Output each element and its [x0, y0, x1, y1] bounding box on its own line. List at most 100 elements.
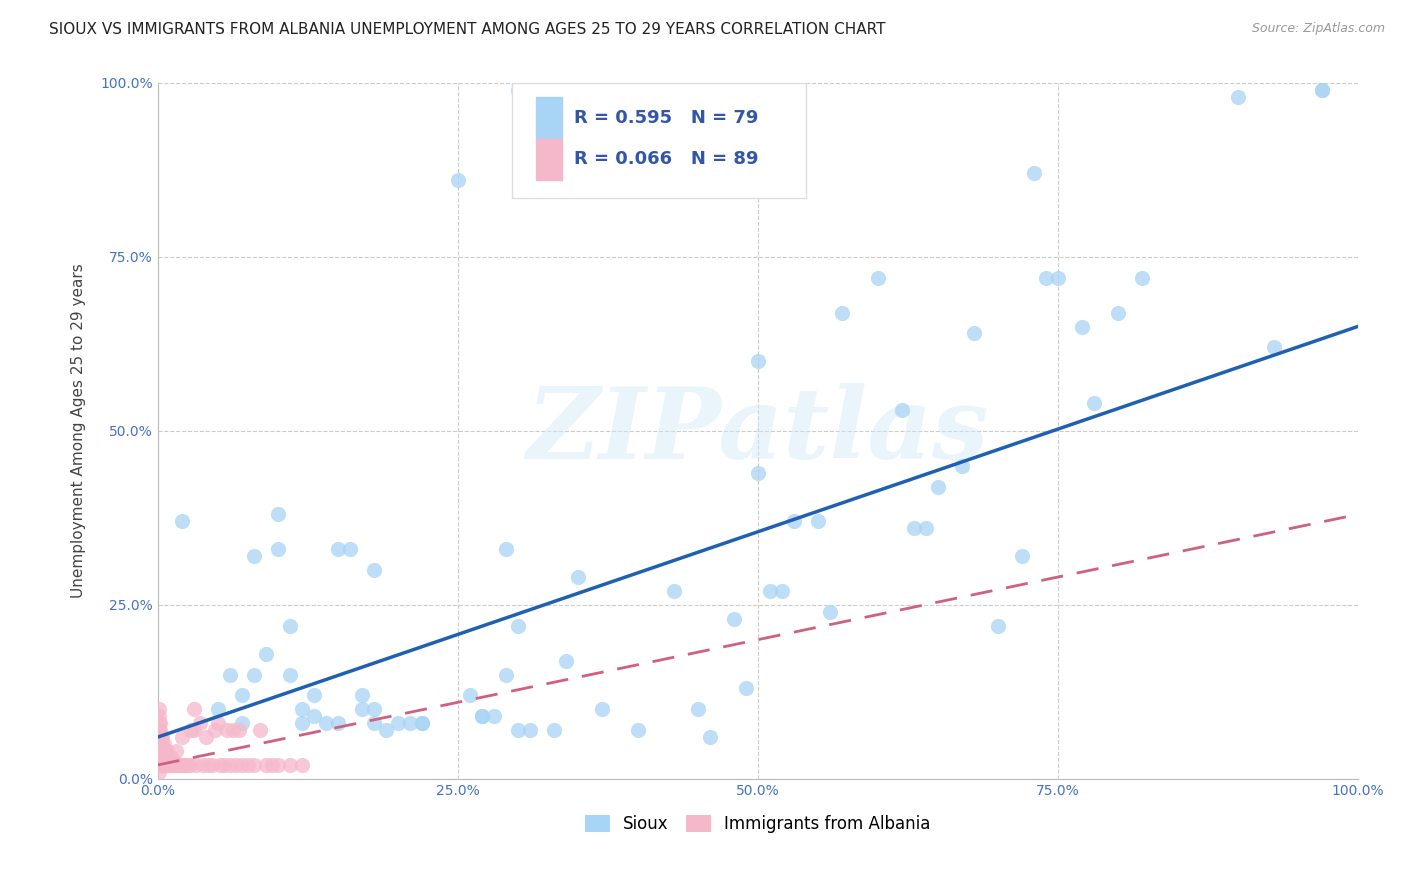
Point: [278, 758, 301, 772]
Point: [207, 702, 229, 716]
Point: [495, 667, 517, 681]
Point: [747, 466, 769, 480]
Point: [148, 716, 170, 731]
Point: [1011, 549, 1033, 564]
Point: [339, 542, 361, 557]
Point: [326, 716, 349, 731]
Point: [152, 730, 174, 744]
Point: [208, 758, 231, 772]
Point: [866, 270, 889, 285]
Point: [149, 730, 172, 744]
Point: [183, 723, 205, 738]
Point: [374, 723, 396, 738]
Point: [903, 521, 925, 535]
Point: [150, 751, 173, 765]
Point: [212, 758, 235, 772]
Point: [153, 758, 176, 772]
Point: [159, 751, 181, 765]
Point: [166, 758, 188, 772]
Point: [152, 737, 174, 751]
Point: [173, 758, 195, 772]
Point: [1310, 83, 1333, 97]
Point: [169, 758, 191, 772]
Point: [222, 723, 245, 738]
Point: [543, 723, 565, 738]
Point: [149, 716, 172, 731]
Point: [148, 737, 170, 751]
Point: [148, 751, 170, 765]
Point: [506, 619, 529, 633]
Point: [254, 647, 277, 661]
Point: [180, 723, 202, 738]
Point: [747, 354, 769, 368]
Point: [554, 654, 576, 668]
Point: [627, 723, 650, 738]
Point: [231, 716, 253, 731]
Point: [183, 702, 205, 716]
Point: [193, 758, 215, 772]
Point: [231, 689, 253, 703]
Point: [156, 758, 179, 772]
Point: [249, 723, 271, 738]
Point: [770, 584, 793, 599]
Legend: Sioux, Immigrants from Albania: Sioux, Immigrants from Albania: [585, 815, 931, 833]
Point: [159, 751, 181, 765]
Text: R = 0.066   N = 89: R = 0.066 N = 89: [574, 151, 758, 169]
Point: [188, 716, 211, 731]
Point: [446, 173, 468, 187]
Text: SIOUX VS IMMIGRANTS FROM ALBANIA UNEMPLOYMENT AMONG AGES 25 TO 29 YEARS CORRELAT: SIOUX VS IMMIGRANTS FROM ALBANIA UNEMPLO…: [49, 22, 886, 37]
Point: [1107, 305, 1129, 319]
Point: [506, 723, 529, 738]
Point: [160, 758, 183, 772]
Point: [291, 758, 314, 772]
Point: [179, 758, 201, 772]
Point: [159, 758, 181, 772]
Point: [148, 730, 170, 744]
Point: [150, 737, 173, 751]
Point: [723, 612, 745, 626]
Point: [266, 758, 288, 772]
Y-axis label: Unemployment Among Ages 25 to 29 years: Unemployment Among Ages 25 to 29 years: [72, 263, 86, 599]
Point: [242, 667, 264, 681]
Point: [152, 751, 174, 765]
Point: [152, 758, 174, 772]
Point: [1046, 270, 1069, 285]
Point: [152, 744, 174, 758]
Point: [157, 758, 180, 772]
Point: [204, 723, 226, 738]
Point: [758, 584, 780, 599]
Point: [153, 744, 176, 758]
Point: [495, 542, 517, 557]
Point: [807, 515, 830, 529]
Point: [148, 764, 170, 779]
Point: [194, 730, 217, 744]
Point: [242, 549, 264, 564]
Point: [1263, 340, 1285, 354]
Point: [218, 667, 240, 681]
Point: [927, 480, 949, 494]
Point: [148, 744, 170, 758]
Point: [278, 619, 301, 633]
Point: [1310, 83, 1333, 97]
Point: [1035, 270, 1057, 285]
Point: [482, 709, 505, 723]
Point: [782, 515, 804, 529]
Point: [254, 758, 277, 772]
Point: [458, 689, 481, 703]
Point: [165, 758, 187, 772]
Point: [149, 737, 172, 751]
Point: [152, 744, 174, 758]
Point: [315, 716, 337, 731]
Point: [225, 758, 247, 772]
Point: [162, 758, 184, 772]
Point: [228, 723, 250, 738]
FancyBboxPatch shape: [512, 83, 806, 198]
Point: [471, 709, 494, 723]
Point: [201, 758, 224, 772]
Point: [167, 758, 190, 772]
Point: [567, 570, 589, 584]
Point: [167, 758, 190, 772]
Point: [519, 723, 541, 738]
Point: [291, 702, 314, 716]
Point: [149, 744, 172, 758]
